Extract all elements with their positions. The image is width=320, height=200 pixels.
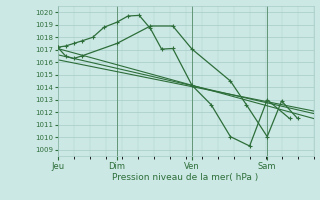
X-axis label: Pression niveau de la mer( hPa ): Pression niveau de la mer( hPa ) (112, 173, 259, 182)
